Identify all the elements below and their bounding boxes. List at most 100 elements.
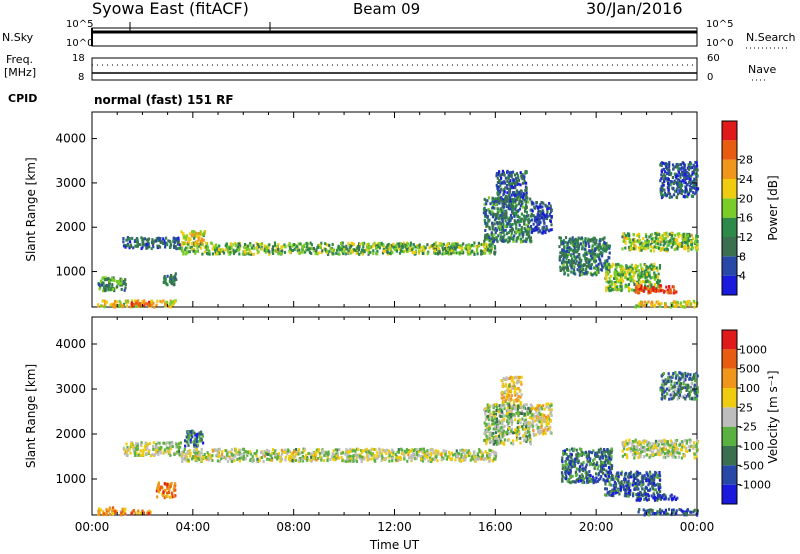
velocity-echo-cell xyxy=(286,452,289,456)
power-echo-cell xyxy=(280,247,283,251)
power-echo-cell xyxy=(529,197,532,201)
power-echo-cell xyxy=(208,250,211,254)
velocity-echo-cell xyxy=(381,448,384,452)
velocity-echo-cell xyxy=(545,402,548,406)
velocity-echo-cell xyxy=(412,448,415,452)
power-echo-cell xyxy=(520,202,523,206)
velocity-echo-cell xyxy=(415,448,418,451)
velocity-echo-cell xyxy=(430,453,433,457)
power-echo-cell xyxy=(533,205,536,209)
velocity-echo-cell xyxy=(511,431,514,435)
power-echo-cell xyxy=(513,198,516,202)
power-echo-cell xyxy=(562,268,565,272)
power-echo-cell xyxy=(541,210,544,213)
power-echo-cell xyxy=(672,291,675,295)
power-echo-cell xyxy=(588,249,591,253)
velocity-echo-cell xyxy=(358,454,362,458)
power-echo-cell xyxy=(562,249,565,253)
velocity-echo-cell xyxy=(517,380,520,384)
power-echo-cell xyxy=(232,252,236,256)
velocity-echo-cell xyxy=(517,432,520,436)
velocity-echo-cell xyxy=(497,442,500,446)
velocity-echo-cell xyxy=(521,417,524,421)
velocity-echo-cell xyxy=(416,452,419,456)
velocity-echo-cell xyxy=(523,412,526,416)
power-echo-cell xyxy=(623,271,627,275)
power-echo-cell xyxy=(454,242,457,246)
power-echo-cell xyxy=(530,214,533,218)
power-echo-cell xyxy=(414,245,417,249)
velocity-echo-cell xyxy=(488,437,491,441)
power-data-region xyxy=(621,231,699,253)
power-echo-cell xyxy=(589,249,592,253)
power-echo-cell xyxy=(558,236,561,240)
power-echo-cell xyxy=(694,183,697,187)
velocity-echo-cell xyxy=(472,457,475,461)
power-echo-cell xyxy=(515,213,518,217)
power-echo-cell xyxy=(636,288,639,292)
power-echo-cell xyxy=(509,201,512,205)
velocity-echo-cell xyxy=(478,448,481,452)
power-echo-cell xyxy=(638,275,641,279)
power-echo-cell xyxy=(417,251,421,255)
power-echo-cell xyxy=(691,194,694,198)
power-echo-cell xyxy=(485,224,488,228)
power-data-region xyxy=(634,284,678,295)
power-echo-cell xyxy=(511,228,515,232)
power-echo-cell xyxy=(598,255,601,259)
power-echo-cell xyxy=(509,213,513,217)
power-echo-cell xyxy=(484,229,487,232)
power-echo-cell xyxy=(649,243,652,247)
velocity-echo-cell xyxy=(529,410,532,414)
velocity-echo-cell xyxy=(301,457,304,461)
power-echo-cell xyxy=(165,236,168,240)
power-echo-cell xyxy=(683,176,686,180)
power-echo-cell xyxy=(659,246,662,250)
power-echo-cell xyxy=(506,195,509,199)
power-echo-cell xyxy=(629,277,632,281)
velocity-echo-cell xyxy=(186,451,189,455)
power-echo-cell xyxy=(645,241,648,245)
velocity-echo-cell xyxy=(530,404,534,408)
power-echo-cell xyxy=(362,245,365,249)
power-echo-cell xyxy=(574,237,577,241)
power-echo-cell xyxy=(157,239,160,243)
power-colorbar-label: 20 xyxy=(739,192,753,205)
power-echo-cell xyxy=(687,180,691,184)
power-echo-cell xyxy=(649,249,652,253)
velocity-echo-cell xyxy=(370,457,373,461)
velocity-echo-cell xyxy=(216,448,219,452)
velocity-echo-cell xyxy=(346,457,349,461)
power-echo-cell xyxy=(131,299,134,303)
power-echo-cell xyxy=(656,242,659,246)
power-echo-cell xyxy=(164,245,167,249)
velocity-echo-cell xyxy=(503,404,506,408)
power-echo-cell xyxy=(400,244,403,248)
velocity-echo-cell xyxy=(548,427,551,431)
velocity-echo-cell xyxy=(150,454,153,457)
power-echo-cell xyxy=(584,257,587,261)
velocity-echo-cell xyxy=(276,456,279,460)
power-echo-cell xyxy=(674,189,677,193)
power-echo-cell xyxy=(483,218,486,222)
power-echo-cell xyxy=(642,286,645,290)
power-echo-cell xyxy=(178,243,181,247)
power-echo-cell xyxy=(692,182,695,186)
power-echo-cell xyxy=(651,288,654,292)
power-echo-cell xyxy=(608,244,611,248)
power-echo-cell xyxy=(107,277,110,281)
power-echo-cell xyxy=(621,276,624,280)
power-echo-cell xyxy=(169,275,172,279)
velocity-echo-cell xyxy=(410,458,413,462)
power-echo-cell xyxy=(637,246,641,250)
power-echo-cell xyxy=(184,241,187,245)
velocity-echo-cell xyxy=(239,448,242,452)
velocity-echo-cell xyxy=(278,456,282,460)
velocity-echo-cell xyxy=(397,450,401,454)
velocity-echo-cell xyxy=(284,458,287,462)
power-echo-cell xyxy=(515,198,519,202)
power-echo-cell xyxy=(535,220,538,224)
power-echo-cell xyxy=(372,252,375,255)
power-echo-cell xyxy=(244,251,247,255)
velocity-echo-cell xyxy=(312,453,315,457)
